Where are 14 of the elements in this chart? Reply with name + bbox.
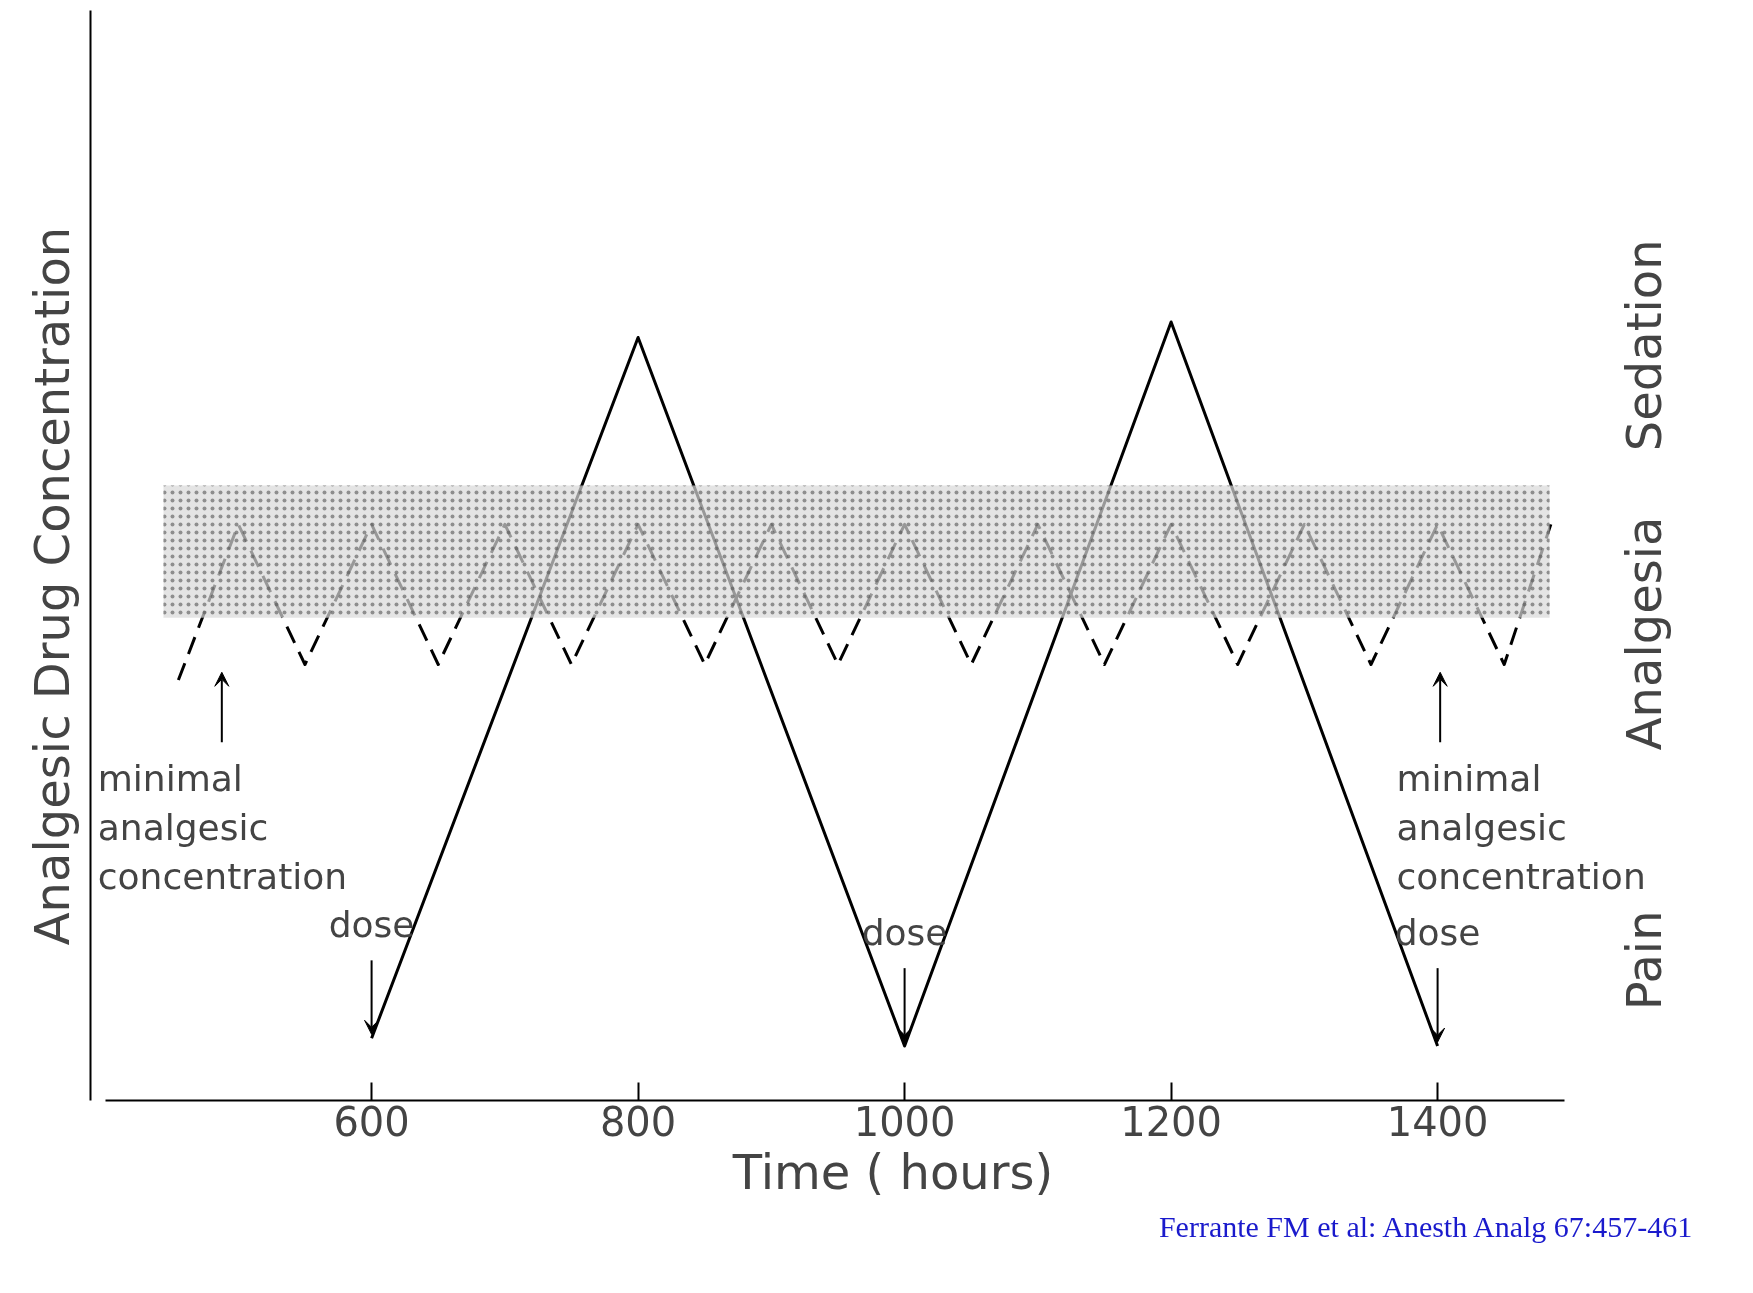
x-tick-label: 1200	[1120, 1098, 1222, 1145]
x-axis-title: Time ( hours)	[731, 1143, 1054, 1200]
annotation: dose	[1394, 911, 1481, 953]
x-tick-label: 600	[333, 1098, 410, 1145]
annotation: dose	[328, 903, 415, 945]
y-axis-title: Analgesic Drug Concentration	[23, 226, 80, 946]
text: Ferrante FM et al: Anesth Analg 67:457-461	[1158, 1209, 1693, 1243]
x-tick-label: 1400	[1386, 1098, 1489, 1145]
annotation: dose	[861, 911, 948, 953]
text: Analgesia	[1616, 516, 1673, 751]
text: Pain	[1616, 910, 1673, 1011]
x-tick-label: 800	[599, 1098, 677, 1145]
x-tick-label: 1000	[853, 1098, 956, 1145]
text: Sedation	[1616, 239, 1673, 452]
